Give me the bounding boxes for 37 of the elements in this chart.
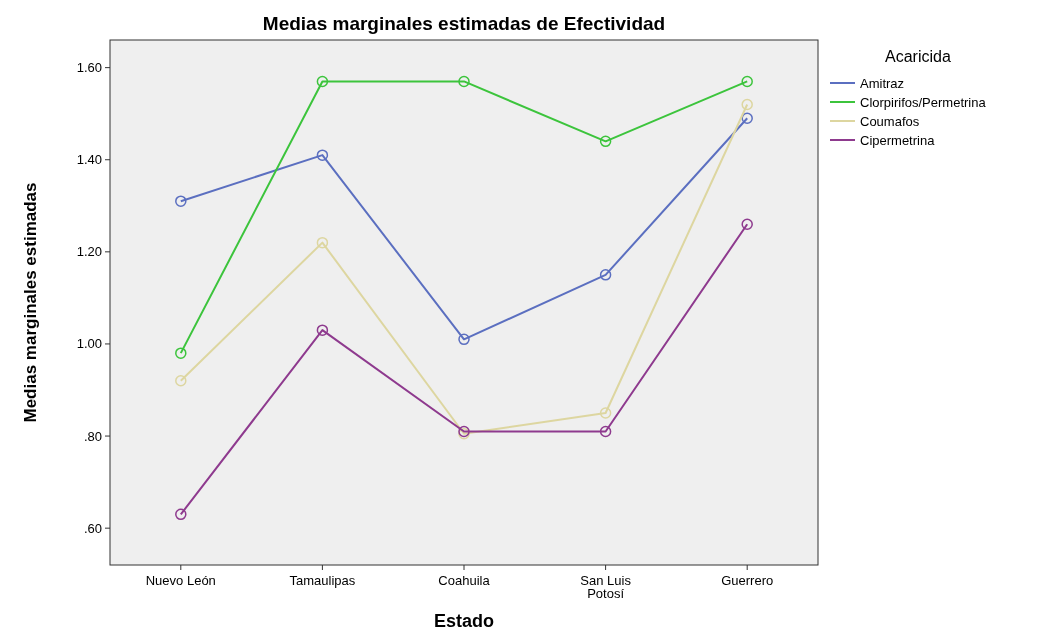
y-tick-label: 1.20 [76, 244, 102, 260]
point [175, 508, 187, 521]
x-tick-label: San Luis Potosí [580, 573, 632, 601]
point [599, 269, 612, 281]
point [458, 333, 470, 346]
y-tick-label: 1.60 [76, 60, 102, 76]
point [741, 98, 753, 111]
x-tick-label: Nuevo León [145, 573, 216, 588]
legend-label: Clorpirifos/Permetrina [860, 94, 987, 110]
point [316, 149, 329, 161]
x-axis-title: Estado [433, 611, 495, 631]
point [175, 347, 187, 359]
chart-title: Medias marginales estimadas de Efectividad [262, 13, 666, 34]
point [316, 324, 329, 336]
point [741, 75, 753, 88]
point [316, 75, 329, 88]
point [599, 135, 612, 148]
point [599, 425, 612, 438]
point [741, 218, 753, 230]
legend-title: Acaricida [885, 48, 951, 65]
point [316, 236, 329, 249]
x-tick-label: Tamaulipas [289, 573, 356, 588]
legend-label: Amitraz [860, 75, 905, 91]
point [599, 407, 612, 419]
legend-label: Coumafos [860, 113, 920, 129]
y-tick-label: 1.40 [76, 152, 102, 168]
y-tick-label: 1.00 [76, 336, 102, 352]
point [458, 75, 470, 88]
point [175, 195, 187, 207]
y-tick-label: .80 [83, 428, 102, 444]
point [741, 112, 753, 125]
x-tick-label: Guerrero [721, 573, 774, 588]
y-axis-title: Medias marginales estimadas [21, 182, 40, 423]
y-tick-label: .60 [83, 520, 102, 536]
x-tick-label: Coahuila [438, 573, 491, 588]
point [175, 375, 187, 387]
legend-label: Cipermetrina [860, 132, 936, 148]
